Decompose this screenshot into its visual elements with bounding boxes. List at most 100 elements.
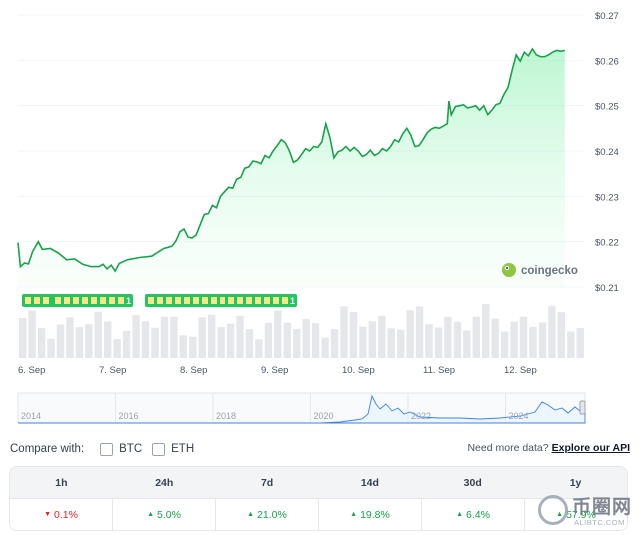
up-arrow-icon: ▲ [147, 511, 154, 518]
news-flag-icon [273, 297, 279, 304]
volume-bar [548, 305, 556, 358]
volume-bar [75, 327, 84, 358]
news-flag-icon [282, 297, 288, 304]
news-flag-icon [237, 297, 243, 304]
performance-value-24h: ▲ 5.0% [112, 499, 215, 530]
volume-bar [453, 321, 462, 358]
volume-bar [208, 314, 216, 358]
volume-bar [293, 328, 301, 358]
volume-bar [378, 315, 386, 358]
volume-bar [113, 339, 121, 358]
volume-bar [37, 327, 46, 358]
brand-name: coingecko [521, 265, 578, 277]
performance-table: 1h 24h 7d 14d 30d 1y ▼ 0.1% ▲ 5.0% ▲ 21.0% ▲ 19.8% ▲ 6… [9, 466, 628, 531]
news-flag-icon [25, 297, 31, 304]
performance-percent: 6.4% [466, 508, 490, 521]
volume-bar [189, 336, 197, 358]
volume-bar [217, 327, 225, 358]
navigator-year: 2024 [509, 411, 529, 421]
news-flag-icon [184, 297, 190, 304]
volume-bar [576, 328, 584, 358]
performance-value-7d: ▲ 21.0% [215, 499, 318, 530]
performance-header-1y: 1y [569, 476, 582, 489]
explore-api-link[interactable]: Explore our API [551, 442, 630, 454]
news-flag-icon [100, 297, 106, 304]
x-tick-label: 10. Sep [342, 365, 375, 376]
compare-btc-label: BTC [119, 443, 143, 455]
volume-bar [472, 316, 480, 358]
volume-bars [19, 304, 584, 358]
volume-bar [434, 327, 443, 358]
performance-header-row: 1h 24h 7d 14d 30d 1y [10, 467, 627, 498]
volume-bar [425, 324, 433, 358]
performance-value-14d: ▲ 19.8% [318, 499, 421, 530]
volume-bar [170, 316, 178, 358]
news-flag-icon [255, 297, 261, 304]
volume-bar [160, 316, 169, 358]
news-flag-icon [228, 297, 234, 304]
x-tick-label: 12. Sep [504, 365, 537, 376]
news-flag-icon [118, 297, 124, 304]
navigator-year: 2018 [216, 411, 236, 421]
volume-bar [340, 306, 348, 358]
volume-bar [283, 322, 291, 358]
range-navigator[interactable]: 2014 2016 2018 2020 2022 2024 [0, 392, 644, 424]
y-tick-label: $0.22 [595, 238, 619, 249]
navigator-year: 2016 [119, 411, 139, 421]
volume-bar [482, 304, 490, 358]
news-flag: 1 [279, 294, 297, 307]
volume-bar [538, 322, 547, 358]
volume-bar [132, 315, 140, 358]
volume-bar [264, 322, 273, 358]
volume-bar [387, 328, 395, 358]
news-flag-icon [43, 297, 49, 304]
x-tick-label: 6. Sep [18, 365, 45, 376]
need-more-data: Need more data? Explore our API [467, 442, 630, 454]
volume-bar [359, 326, 367, 358]
checkbox-box[interactable] [152, 442, 166, 456]
performance-percent: 0.1% [54, 508, 78, 521]
volume-bar [226, 323, 235, 358]
volume-bar [500, 331, 509, 358]
y-tick-label: $0.23 [595, 192, 619, 203]
news-flags: 111111112221111112222112221111221 [22, 294, 297, 307]
news-flag-icon [211, 297, 217, 304]
navigator-handle[interactable] [579, 400, 586, 415]
volume-bar [463, 330, 471, 358]
news-flag-count: 1 [290, 296, 295, 306]
news-flag: 1 [115, 294, 133, 307]
price-chart[interactable]: 111111112221111112222112221111221 $0.27$… [0, 0, 644, 380]
volume-bar [255, 339, 263, 358]
news-flag-icon [91, 297, 97, 304]
compare-eth-checkbox[interactable]: ETH [152, 442, 195, 456]
news-flag-icon [220, 297, 226, 304]
volume-bar [179, 335, 187, 358]
compare-eth-label: ETH [171, 443, 195, 455]
x-tick-label: 7. Sep [99, 365, 126, 376]
performance-value-30d: ▲ 6.4% [421, 499, 524, 530]
y-tick-label: $0.21 [595, 283, 619, 294]
performance-header-14d: 14d [360, 476, 379, 489]
compare-btc-checkbox[interactable]: BTC [100, 442, 143, 456]
checkbox-box[interactable] [100, 442, 114, 456]
volume-bar [56, 324, 65, 358]
navigator-year-labels: 2014 2016 2018 2020 2022 2024 [21, 411, 529, 421]
volume-bar [368, 321, 376, 358]
volume-bar [66, 317, 74, 358]
volume-bar [236, 315, 244, 358]
volume-bar [141, 321, 150, 358]
y-tick-label: $0.26 [595, 56, 619, 67]
x-tick-label: 9. Sep [261, 365, 288, 376]
y-axis-ticks: $0.27 $0.26 $0.25 $0.24 $0.23 $0.22 $0.21 [595, 11, 619, 294]
news-flag-icon [64, 297, 70, 304]
performance-percent: 19.8% [360, 508, 390, 521]
volume-bar [321, 337, 329, 358]
y-tick-label: $0.24 [595, 147, 619, 158]
performance-header-1h: 1h [55, 476, 68, 489]
volume-bar [557, 312, 565, 358]
news-flag-icon [148, 297, 154, 304]
volume-bar [567, 331, 575, 358]
up-arrow-icon: ▲ [247, 511, 255, 518]
volume-bar [245, 329, 254, 358]
y-tick-label: $0.25 [595, 102, 619, 113]
